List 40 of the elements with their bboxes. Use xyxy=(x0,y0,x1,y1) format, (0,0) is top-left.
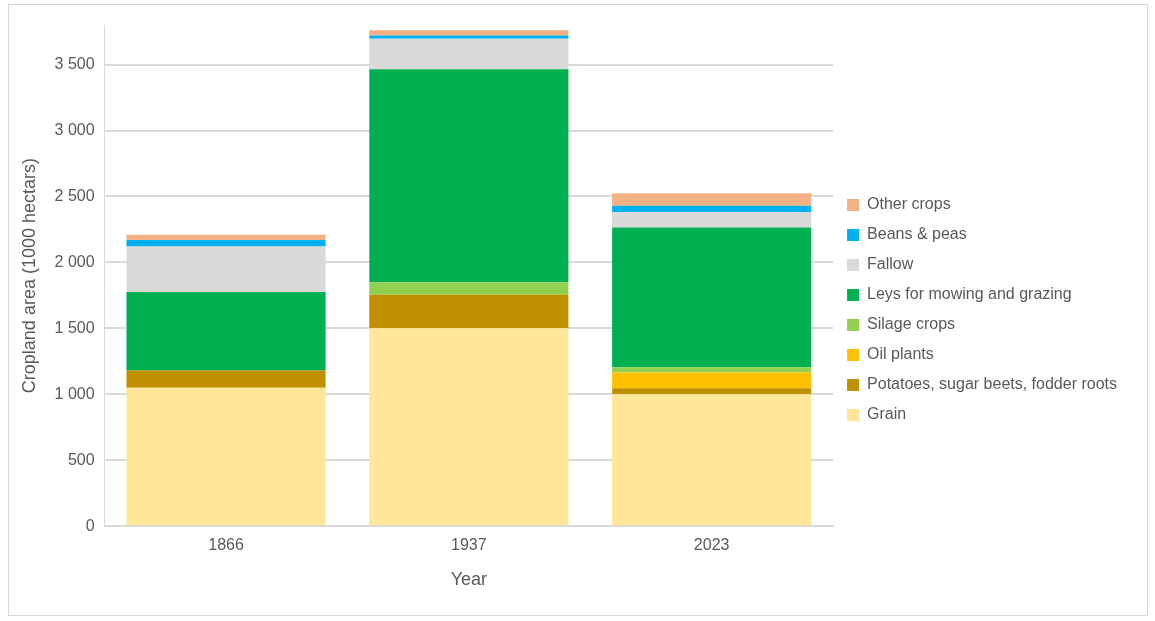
y-axis-title: Cropland area (1000 hectars) xyxy=(18,158,39,394)
x-axis-title: Year xyxy=(450,569,488,590)
bar xyxy=(612,205,812,213)
y-tick-label: 2 000 xyxy=(54,252,95,270)
bar xyxy=(126,387,326,526)
x-tick-label: 2023 xyxy=(693,536,730,554)
x-tick-label: 1937 xyxy=(451,536,487,554)
bar xyxy=(369,35,569,39)
bar xyxy=(369,328,569,526)
bar xyxy=(369,282,569,295)
legend-label: Grain xyxy=(867,405,907,423)
legend-label: Oil plants xyxy=(867,345,934,363)
legend-label: Potatoes, sugar beets, fodder roots xyxy=(867,375,1118,393)
bar xyxy=(126,370,326,388)
x-tick-label: 1866 xyxy=(208,536,244,554)
y-tick-label: 1 000 xyxy=(54,384,95,402)
legend-label: Beans & peas xyxy=(867,225,967,243)
bar xyxy=(612,367,812,373)
bar xyxy=(369,69,569,283)
bar xyxy=(126,239,326,247)
bar xyxy=(369,294,569,329)
legend-label: Other crops xyxy=(867,195,951,213)
legend-label: Silage crops xyxy=(867,315,956,333)
bar xyxy=(369,30,569,36)
bar xyxy=(612,212,812,228)
y-tick-label: 2 500 xyxy=(54,186,95,204)
legend-label: Leys for mowing and grazing xyxy=(867,285,1072,303)
y-tick-label: 500 xyxy=(67,450,95,468)
bar xyxy=(612,372,812,389)
y-tick-label: 3 500 xyxy=(54,54,95,72)
y-tick-label: 0 xyxy=(85,516,95,534)
bar xyxy=(612,388,812,395)
y-tick-label: 3 000 xyxy=(54,120,95,138)
bar xyxy=(612,227,812,368)
bar xyxy=(126,292,326,371)
y-tick-label: 1 500 xyxy=(54,318,95,336)
legend-label: Fallow xyxy=(867,255,914,273)
bar xyxy=(126,234,326,240)
bar xyxy=(612,394,812,526)
bar xyxy=(612,193,812,206)
